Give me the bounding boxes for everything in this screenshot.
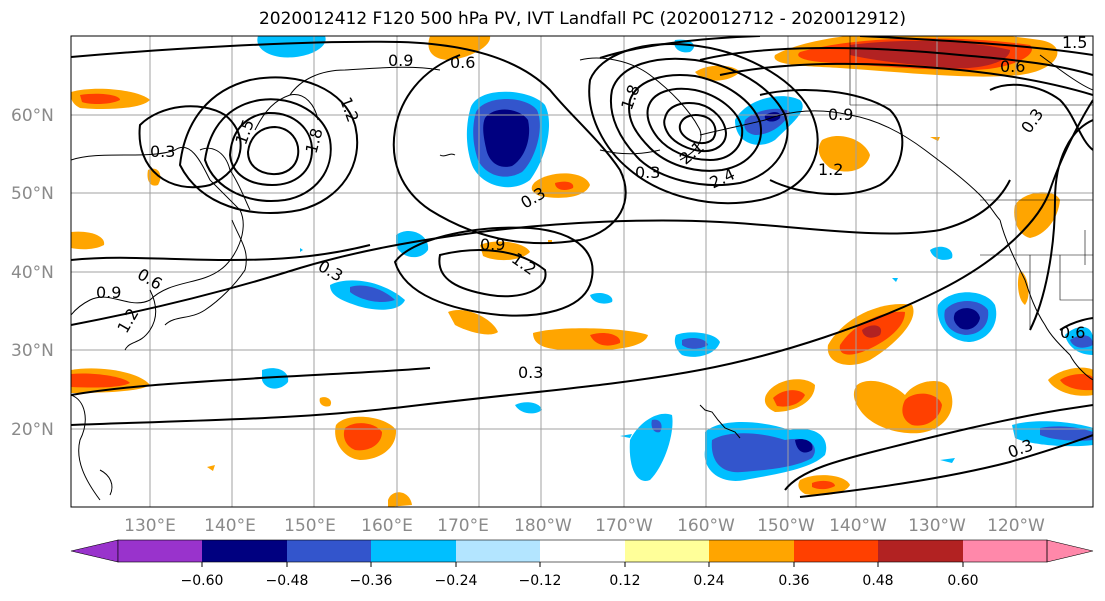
lon-label-170e: 170°E xyxy=(437,516,489,536)
colorbar-label: 0.48 xyxy=(862,573,893,589)
contour-label: 0.9 xyxy=(828,105,853,124)
lon-label-150w: 150°W xyxy=(757,516,815,536)
colorbar-label: −0.12 xyxy=(519,573,562,589)
lon-labels: 130°E 140°E 150°E 160°E 170°E 180°W 170°… xyxy=(124,516,1045,536)
colorbar-swatch xyxy=(963,540,1047,562)
map-title: 2020012412 F120 500 hPa PV, IVT Landfall… xyxy=(258,9,906,29)
colorbar: −0.60 −0.48 −0.36 −0.24 −0.12 0.12 0.24 … xyxy=(70,539,1094,589)
colorbar-swatch xyxy=(371,540,456,562)
lat-label-20n: 20°N xyxy=(11,420,54,440)
colorbar-label: −0.24 xyxy=(435,573,478,589)
colorbar-swatch xyxy=(202,540,287,562)
lon-label-170w: 170°W xyxy=(595,516,653,536)
contour-label: 0.6 xyxy=(1000,57,1025,76)
lon-label-140e: 140°E xyxy=(204,516,256,536)
graticule xyxy=(71,36,1093,507)
colorbar-extend-left xyxy=(70,539,119,563)
lon-label-140w: 140°W xyxy=(829,516,887,536)
lon-label-130w: 130°W xyxy=(908,516,966,536)
colorbar-label: 0.12 xyxy=(609,573,640,589)
lon-label-160e: 160°E xyxy=(361,516,413,536)
colorbar-swatch xyxy=(794,540,878,562)
colorbar-label: −0.48 xyxy=(266,573,309,589)
lon-label-150e: 150°E xyxy=(284,516,336,536)
map-area: 0.9 0.6 1.2 1.5 1.8 0.3 0.3 1.8 2.1 2.4 … xyxy=(71,33,1093,507)
contour-label: 0.9 xyxy=(96,283,121,302)
lat-label-60n: 60°N xyxy=(11,106,54,126)
colorbar-swatch xyxy=(540,540,625,562)
lon-label-180w: 180°W xyxy=(514,516,572,536)
colorbar-swatch xyxy=(625,540,709,562)
contour-label: 1.5 xyxy=(1062,33,1087,52)
colorbar-swatch xyxy=(456,540,540,562)
contour-label: 0.6 xyxy=(1060,323,1085,342)
colorbar-swatch xyxy=(287,540,371,562)
ivt-contours xyxy=(71,36,1093,498)
colorbar-swatch xyxy=(709,540,794,562)
lat-label-50n: 50°N xyxy=(11,184,54,204)
colorbar-label: −0.36 xyxy=(350,573,393,589)
map-frame xyxy=(70,35,1094,508)
colorbar-swatch xyxy=(118,540,202,562)
lon-label-130e: 130°E xyxy=(124,516,176,536)
contour-label: 0.3 xyxy=(150,142,175,161)
contour-label: 0.6 xyxy=(450,53,475,72)
lon-label-120w: 120°W xyxy=(987,516,1045,536)
colorbar-label: 0.60 xyxy=(947,573,978,589)
lon-label-160w: 160°W xyxy=(677,516,735,536)
lat-labels: 60°N 50°N 40°N 30°N 20°N xyxy=(11,106,54,440)
lat-label-30n: 30°N xyxy=(11,341,54,361)
lat-label-40n: 40°N xyxy=(11,263,54,283)
colorbar-ticks xyxy=(201,562,964,567)
colorbar-label: −0.60 xyxy=(181,573,224,589)
colorbar-extend-right xyxy=(1046,539,1094,563)
contour-label: 0.9 xyxy=(480,235,505,254)
colorbar-label: 0.24 xyxy=(693,573,724,589)
contour-label: 0.9 xyxy=(388,51,413,70)
colorbar-label: 0.36 xyxy=(778,573,809,589)
colorbar-swatch xyxy=(878,540,963,562)
contour-label: 0.3 xyxy=(518,363,543,382)
contour-label: 1.2 xyxy=(818,160,843,179)
contour-label: 0.3 xyxy=(635,163,660,182)
